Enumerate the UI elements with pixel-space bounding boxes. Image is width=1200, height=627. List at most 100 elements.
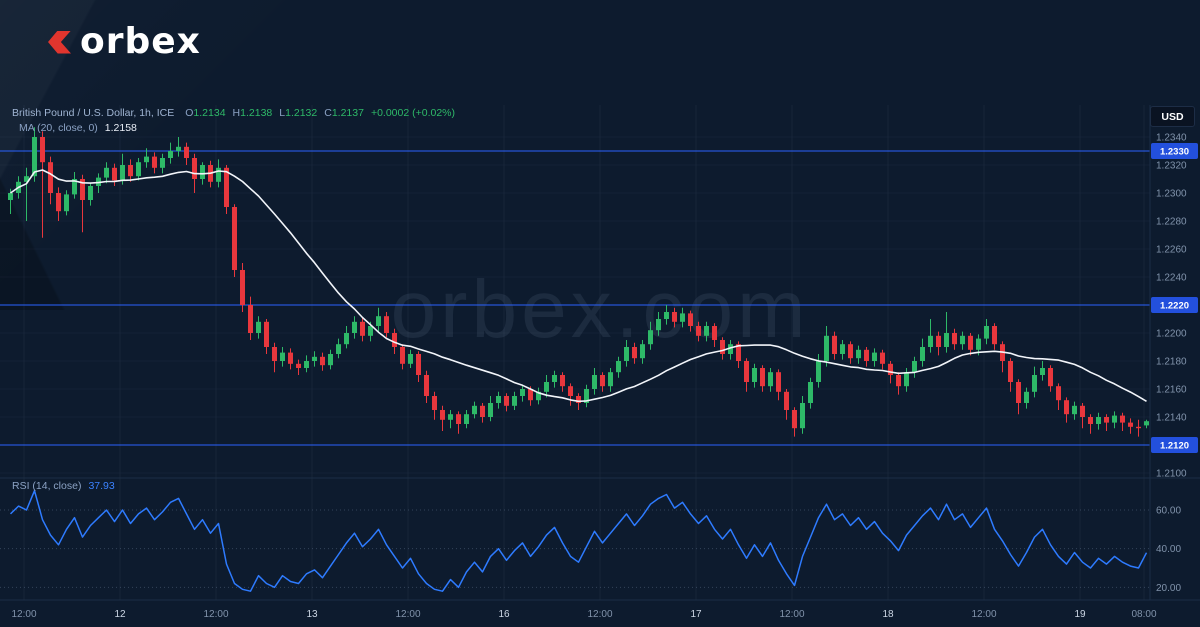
ma-line [10, 169, 1147, 403]
candle-body [496, 396, 501, 403]
price-level-badge-label: 1.2330 [1160, 147, 1189, 158]
candle-body [960, 335, 965, 345]
candle-body [760, 368, 765, 387]
candle-body [648, 330, 653, 345]
candle-body [456, 414, 461, 424]
time-label: 17 [690, 609, 702, 620]
candle-body [1096, 417, 1101, 424]
candle-body [504, 396, 509, 406]
candle-body [464, 414, 469, 424]
candle-body [184, 146, 189, 158]
candle-body [664, 312, 669, 319]
candle-body [56, 193, 61, 212]
candle-body [792, 410, 797, 429]
rsi-label: RSI (14, close) [12, 480, 82, 492]
time-label: 16 [498, 609, 510, 620]
orbex-logo-text: orbex [80, 21, 201, 62]
currency-usd-button[interactable]: USD [1150, 106, 1195, 127]
candle-body [680, 313, 685, 322]
candle-body [800, 403, 805, 429]
price-chart-canvas[interactable]: orbex.com 1.2340 1.2320 1.2300 1.2280 1.2260 1… [0, 105, 1200, 627]
candle-body [216, 167, 221, 182]
price-level-badge [1151, 143, 1198, 159]
candles-layer[interactable] [8, 127, 1149, 437]
time-label: 12:00 [587, 609, 612, 620]
time-label: 08:00 [1131, 609, 1156, 620]
candle-body [992, 326, 997, 345]
orbex-logo[interactable]: orbex [48, 24, 201, 60]
candle-body [1120, 415, 1125, 423]
candle-body [1136, 426, 1141, 429]
candle-body [392, 333, 397, 347]
candle-body [200, 165, 205, 179]
candle-body [512, 396, 517, 406]
candle-body [176, 146, 181, 151]
open-value: 1.2134 [193, 107, 226, 119]
candle-body [120, 165, 125, 181]
candle-body [1112, 415, 1117, 423]
candle-body [624, 347, 629, 361]
candle-body [952, 333, 957, 345]
rsi-legend-row[interactable]: RSI (14, close) 37.93 [12, 480, 115, 492]
candle-body [608, 372, 613, 387]
candle-body [440, 410, 445, 420]
candle-body [24, 176, 29, 182]
candle-body [864, 349, 869, 361]
candle-body [192, 158, 197, 179]
candle-body [928, 335, 933, 347]
candle-body [1088, 417, 1093, 424]
candle-body [1016, 382, 1021, 403]
candle-body [288, 352, 293, 364]
candle-body [432, 396, 437, 410]
price-label: 1.2160 [1156, 385, 1187, 396]
open-label: O [185, 107, 194, 119]
time-label: 12:00 [203, 609, 228, 620]
price-label: 1.2320 [1156, 161, 1187, 172]
candle-body [904, 372, 909, 387]
close-value: 1.2137 [331, 107, 364, 119]
candle-body [368, 326, 373, 336]
candle-body [816, 361, 821, 382]
price-label: 1.2240 [1156, 273, 1187, 284]
time-label: 12:00 [971, 609, 996, 620]
candle-body [128, 165, 133, 177]
candle-body [544, 382, 549, 392]
candle-body [424, 375, 429, 396]
candle-body [704, 326, 709, 336]
price-label: 1.2180 [1156, 357, 1187, 368]
price-level-badge-label: 1.2220 [1160, 301, 1189, 312]
symbol-legend-row[interactable]: British Pound / U.S. Dollar, 1h, ICE O1.2… [12, 106, 455, 121]
candle-body [592, 375, 597, 389]
time-label: 12:00 [395, 609, 420, 620]
candle-body [856, 349, 861, 359]
candle-body [896, 375, 901, 387]
candle-body [32, 137, 37, 177]
rsi-line [9, 489, 1148, 592]
low-value: 1.2132 [285, 107, 318, 119]
candle-body [552, 375, 557, 382]
candle-body [136, 162, 141, 177]
rsi-axis-label: 60.00 [1156, 506, 1181, 517]
candle-body [312, 356, 317, 361]
candle-body [272, 347, 277, 361]
candle-body [48, 162, 53, 193]
candle-body [984, 326, 989, 339]
ma-label: MA (20, close, 0) [19, 122, 98, 134]
candle-body [832, 335, 837, 354]
candle-body [360, 321, 365, 336]
candle-body [1040, 368, 1045, 375]
ma-value: 1.2158 [104, 122, 137, 134]
candle-body [152, 156, 157, 168]
ma-legend-row[interactable]: MA (20, close, 0) 1.2158 [12, 121, 455, 136]
orbex-logo-mark-icon [48, 30, 71, 54]
candle-body [472, 405, 477, 415]
candle-body [872, 352, 877, 361]
candle-body [1064, 400, 1069, 415]
candle-body [304, 361, 309, 368]
time-label: 12 [114, 609, 126, 620]
candle-body [696, 326, 701, 336]
candle-body [1024, 391, 1029, 403]
candle-body [64, 194, 69, 212]
chart-legend[interactable]: British Pound / U.S. Dollar, 1h, ICE O1.2… [12, 106, 455, 136]
